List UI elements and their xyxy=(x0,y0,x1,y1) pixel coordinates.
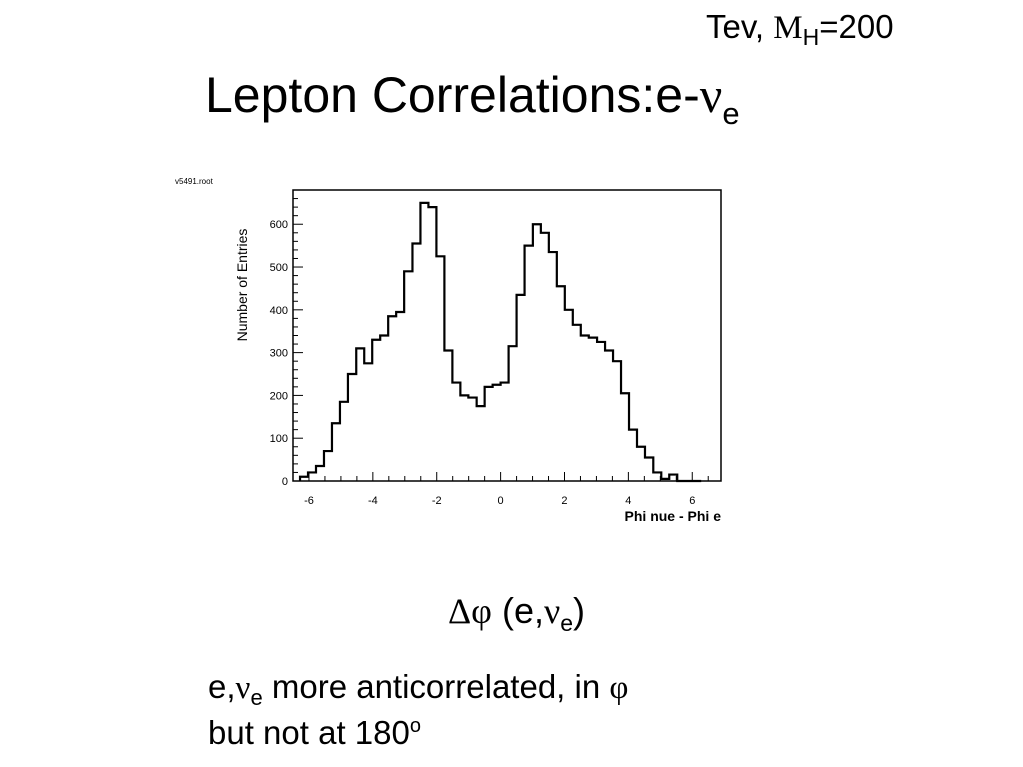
histogram-bin-43 xyxy=(645,457,653,481)
x-tick-label: 2 xyxy=(561,495,567,507)
tev-prefix: Tev, xyxy=(706,8,765,45)
y-tick-label: 100 xyxy=(270,433,288,445)
delta-phi-close: ) xyxy=(573,590,586,631)
title-subscript: e xyxy=(722,96,740,131)
histogram-bin-23 xyxy=(485,387,493,481)
histogram-bin-38 xyxy=(605,350,613,481)
title-main: Lepton Correlations:e- xyxy=(205,67,700,123)
note-line-2: but not at 180o xyxy=(208,714,421,752)
histogram-bin-41 xyxy=(629,430,637,481)
y-tick-label: 200 xyxy=(270,390,288,402)
energy-mass-label: Tev, MH=200 xyxy=(706,8,894,51)
histogram-bin-21 xyxy=(468,398,476,481)
histogram-bin-31 xyxy=(549,252,557,481)
histogram-bin-34 xyxy=(573,325,581,481)
x-tick-label: 0 xyxy=(498,495,504,507)
y-tick-label: 400 xyxy=(270,305,288,317)
histogram-bin-12 xyxy=(396,312,404,481)
histogram-bin-18 xyxy=(444,350,452,481)
delta-phi-label: Δφ (e,νe) xyxy=(448,590,585,637)
y-tick-label: 600 xyxy=(270,219,288,231)
histogram-bin-27 xyxy=(517,295,525,481)
histogram-bin-2 xyxy=(316,466,324,481)
histogram-bin-37 xyxy=(597,342,605,481)
histogram-bin-24 xyxy=(493,385,501,481)
histogram-bin-16 xyxy=(428,207,436,481)
histogram-bin-20 xyxy=(460,395,468,481)
degree-sup: o xyxy=(409,715,421,737)
histogram-bin-35 xyxy=(581,336,589,482)
x-tick-label: 6 xyxy=(689,495,695,507)
histogram-bin-40 xyxy=(621,393,629,481)
plot-frame xyxy=(292,189,722,482)
histogram-bars xyxy=(300,203,677,481)
histogram-bin-14 xyxy=(412,243,420,481)
delta-symbol: Δ xyxy=(448,591,472,631)
histogram-bin-3 xyxy=(324,451,332,481)
histogram-bin-13 xyxy=(404,271,412,481)
y-tick-label: 0 xyxy=(282,476,288,488)
histogram-bin-8 xyxy=(364,363,372,481)
histogram-name: v5491.root xyxy=(175,177,214,186)
mass-value: =200 xyxy=(819,8,894,45)
histogram-bin-17 xyxy=(436,256,444,481)
axis-tick-labels: -6 -4 -2 0 2 4 6 0 100 200 300 400 500 600 xyxy=(270,219,696,507)
y-tick-label: 500 xyxy=(270,262,288,274)
histogram-chart: v5491.root Number of Entries Phi nue - P… xyxy=(175,177,722,524)
phi-symbol: φ xyxy=(471,591,492,631)
histogram-bin-19 xyxy=(452,383,460,481)
histogram-bin-33 xyxy=(565,310,573,481)
note1-phi: φ xyxy=(609,670,629,706)
note2-text: but not at 180 xyxy=(208,714,410,751)
histogram-bin-11 xyxy=(388,316,396,481)
histogram-bin-10 xyxy=(380,336,388,482)
y-axis-label: Number of Entries xyxy=(234,229,250,342)
x-tick-label: 4 xyxy=(625,495,631,507)
note-line-1: e,νe more anticorrelated, in φ xyxy=(208,668,628,711)
note1-b: more anticorrelated, in xyxy=(262,668,610,705)
slide-title: Lepton Correlations:e-νe xyxy=(205,66,740,132)
histogram-bin-5 xyxy=(340,402,348,481)
mass-subscript: H xyxy=(802,24,820,50)
axis-ticks xyxy=(292,189,709,482)
histogram-bin-39 xyxy=(613,361,621,481)
title-nu-symbol: ν xyxy=(699,67,723,123)
delta-phi-open: (e, xyxy=(501,590,544,631)
note1-a: e, xyxy=(208,668,236,705)
delta-phi-sub: e xyxy=(560,610,574,636)
histogram-bin-32 xyxy=(557,286,565,481)
histogram-bin-29 xyxy=(533,224,541,481)
x-tick-label: -2 xyxy=(432,495,442,507)
histogram-bin-42 xyxy=(637,447,645,481)
note1-sub: e xyxy=(250,685,263,710)
histogram-bin-1 xyxy=(308,472,316,481)
mass-symbol: M xyxy=(773,10,803,46)
histogram-bin-9 xyxy=(372,340,380,481)
x-tick-label: -4 xyxy=(368,495,378,507)
x-axis-label: Phi nue - Phi e xyxy=(625,508,722,524)
histogram-bin-26 xyxy=(509,346,517,481)
note1-nu: ν xyxy=(235,670,251,706)
histogram-bin-4 xyxy=(332,423,340,481)
histogram-bin-36 xyxy=(589,338,597,481)
histogram-bin-15 xyxy=(420,203,428,481)
y-tick-label: 300 xyxy=(270,348,288,360)
histogram-bin-25 xyxy=(501,383,509,481)
delta-phi-nu: ν xyxy=(543,591,561,631)
histogram-bin-44 xyxy=(653,472,661,481)
histogram-bin-28 xyxy=(525,246,533,481)
histogram-bin-7 xyxy=(356,348,364,481)
histogram-bin-6 xyxy=(348,374,356,481)
histogram-outline xyxy=(298,201,702,483)
histogram-bin-30 xyxy=(541,233,549,481)
x-tick-label: -6 xyxy=(304,495,314,507)
histogram-bin-22 xyxy=(477,406,485,481)
